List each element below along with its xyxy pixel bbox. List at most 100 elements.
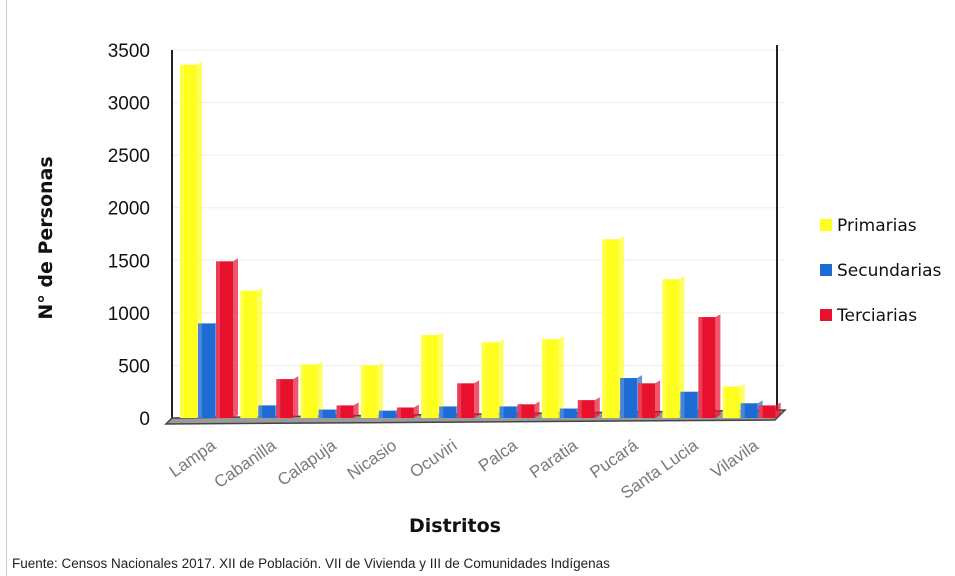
bar [198,323,215,418]
bar-terciarias-3 [396,404,419,418]
bar-highlight [620,378,625,418]
bar-highlight [439,406,444,418]
y-tick-label: 3000 [108,94,150,115]
bar [559,408,577,418]
bar-highlight [336,405,341,418]
bar-terciarias-1 [276,376,299,418]
bar-primarias-2 [300,361,323,418]
bar-terciarias-6 [577,397,600,418]
y-axis-ticks: 0 500 1000 1500 2000 2500 3000 3500 [108,41,150,430]
bar-primarias-8 [662,276,685,418]
bar-highlight [457,383,462,418]
legend-label: Primarias [837,216,917,236]
legend-label: Secundarias [837,261,941,281]
bar-highlight [378,410,383,418]
x-tick-label: Vilavila [707,435,762,482]
bar-terciarias-8 [698,314,721,418]
bar [698,317,716,418]
bar-primarias-7 [602,236,625,418]
y-tick-label: 0 [139,409,150,430]
bar [517,404,535,418]
bar-highlight [577,400,582,418]
bar-highlight [499,406,504,418]
bar [577,400,595,418]
y-tick-label: 2000 [108,199,150,220]
bar [662,279,680,418]
bar-highlight [360,365,365,418]
bar-highlight [300,364,305,418]
bar-highlight [602,239,607,418]
bar [541,339,559,418]
x-tick-label: Paratia [526,435,581,482]
x-axis-title: Distritos [409,515,501,537]
bar-side [257,287,263,418]
bar-side [534,401,540,418]
bar-side [377,362,383,418]
bar [318,409,336,418]
bar [378,410,396,418]
bar-highlight [396,407,401,418]
bar-primarias-4 [421,331,444,418]
bar-chart: 0 500 1000 1500 2000 2500 3000 3500 LampaCabani… [35,41,941,537]
legend-swatch [820,219,832,231]
bar-highlight [662,279,667,418]
bar [216,261,233,418]
bar-side [498,339,504,418]
bar-highlight [276,379,281,418]
bar-primarias-1 [240,287,263,418]
bar-terciarias-5 [517,401,540,418]
bar [258,405,276,418]
bar [276,379,294,418]
legend: Primarias Secundarias Terciarias [820,216,941,326]
x-tick-label: Nicasio [344,436,401,484]
bar-highlight [740,403,745,418]
source-note: Fuente: Censos Nacionales 2017. XII de P… [12,556,610,571]
x-tick-label: Ocuviri [406,436,460,482]
bar-primarias-3 [360,362,383,418]
bar-side [655,380,661,418]
bar [481,342,499,418]
bar-side [619,236,625,418]
bar [439,406,457,418]
bar [360,365,378,418]
legend-swatch [820,264,832,276]
bar [180,64,197,418]
bar-highlight [680,391,685,418]
bar-side [438,331,444,418]
bar-side [353,402,359,418]
bar-terciarias-0 [216,258,238,418]
bar [620,378,638,418]
bar-highlight [758,405,763,418]
bar [457,383,475,418]
x-tick-label: Cabanilla [211,435,280,492]
bar [421,334,439,418]
bar [638,383,656,418]
bar-highlight [421,334,426,418]
bar-highlight [638,383,643,418]
bar-highlight [240,290,245,418]
bar-side [775,402,781,418]
bar [758,405,776,418]
page-left-rule [6,0,7,576]
bar-side [293,376,299,418]
y-axis-title: N° de Personas [35,156,57,319]
x-tick-label: Calapuja [274,435,340,489]
bar-highlight [481,342,486,418]
bar-highlight [216,261,220,418]
bar-side [413,404,419,418]
bar-side [594,397,600,418]
bar-primarias-6 [541,336,564,418]
bar [680,391,698,418]
bar-side [558,336,564,418]
bar-highlight [318,409,323,418]
bar-terciarias-9 [758,402,781,418]
bar-highlight [180,64,184,418]
x-tick-label: Lampa [166,435,220,481]
bar [499,406,517,418]
y-tick-label: 2500 [108,146,150,167]
x-tick-label: Palca [475,435,521,475]
bar-highlight [517,404,522,418]
bar-side [715,314,721,418]
bar [396,407,414,418]
